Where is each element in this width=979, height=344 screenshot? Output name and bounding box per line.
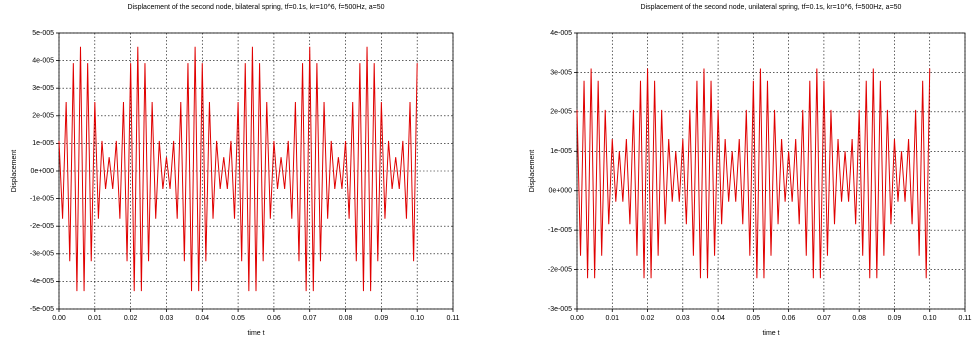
y-tick-label: 2e-005 bbox=[32, 113, 54, 120]
y-tick-label: 3e-005 bbox=[550, 69, 572, 76]
x-tick-label: 0.06 bbox=[267, 315, 281, 322]
x-tick-label: 0.03 bbox=[676, 315, 690, 322]
y-tick-label: 1e-005 bbox=[550, 148, 572, 155]
y-axis-label: Displacement bbox=[11, 150, 18, 192]
y-tick-label: 3e-005 bbox=[32, 85, 54, 92]
y-tick-label: 0e+000 bbox=[548, 188, 572, 195]
x-tick-label: 0.05 bbox=[231, 315, 245, 322]
x-tick-label: 0.00 bbox=[52, 315, 66, 322]
x-axis-label: time t bbox=[762, 330, 779, 337]
x-tick-label: 0.04 bbox=[195, 315, 209, 322]
x-tick-label: 0.06 bbox=[782, 315, 796, 322]
y-tick-label: 4e-005 bbox=[32, 57, 54, 64]
y-tick-label: -5e-005 bbox=[30, 306, 54, 313]
y-tick-label: -4e-005 bbox=[30, 278, 54, 285]
x-axis-label: time t bbox=[247, 330, 264, 337]
x-tick-label: 0.08 bbox=[852, 315, 866, 322]
y-tick-label: 5e-005 bbox=[32, 30, 54, 37]
x-tick-label: 0.10 bbox=[410, 315, 424, 322]
x-tick-label: 0.05 bbox=[747, 315, 761, 322]
x-tick-label: 0.00 bbox=[570, 315, 584, 322]
x-tick-label: 0.07 bbox=[303, 315, 317, 322]
plot-frame bbox=[58, 32, 454, 310]
y-tick-label: -1e-005 bbox=[548, 227, 572, 234]
x-tick-label: 0.08 bbox=[339, 315, 353, 322]
y-tick-label: -2e-005 bbox=[548, 266, 572, 273]
data-line bbox=[576, 68, 931, 279]
x-tick-label: 0.02 bbox=[641, 315, 655, 322]
chart-title: Displacement of the second node, unilate… bbox=[641, 4, 902, 11]
x-tick-label: 0.01 bbox=[88, 315, 102, 322]
plot-frame bbox=[576, 32, 966, 310]
x-tick-label: 0.09 bbox=[888, 315, 902, 322]
y-tick-label: -3e-005 bbox=[548, 306, 572, 313]
y-tick-label: 4e-005 bbox=[550, 30, 572, 37]
x-tick-label: 0.10 bbox=[923, 315, 937, 322]
y-tick-label: 1e-005 bbox=[32, 140, 54, 147]
x-tick-label: 0.04 bbox=[711, 315, 725, 322]
chart-title: Displacement of the second node, bilater… bbox=[128, 4, 385, 11]
y-axis-label: Displacement bbox=[529, 150, 536, 192]
x-tick-label: 0.11 bbox=[446, 315, 459, 322]
data-line bbox=[58, 46, 418, 292]
x-tick-label: 0.07 bbox=[817, 315, 831, 322]
x-tick-label: 0.02 bbox=[124, 315, 138, 322]
y-tick-label: -3e-005 bbox=[30, 251, 54, 258]
x-tick-label: 0.01 bbox=[605, 315, 619, 322]
y-tick-label: 0e+000 bbox=[30, 168, 54, 175]
y-tick-label: 2e-005 bbox=[550, 109, 572, 116]
x-tick-label: 0.03 bbox=[160, 315, 174, 322]
x-tick-label: 0.09 bbox=[375, 315, 389, 322]
y-tick-label: -2e-005 bbox=[30, 223, 54, 230]
x-tick-label: 0.11 bbox=[958, 315, 971, 322]
y-tick-label: -1e-005 bbox=[30, 195, 54, 202]
